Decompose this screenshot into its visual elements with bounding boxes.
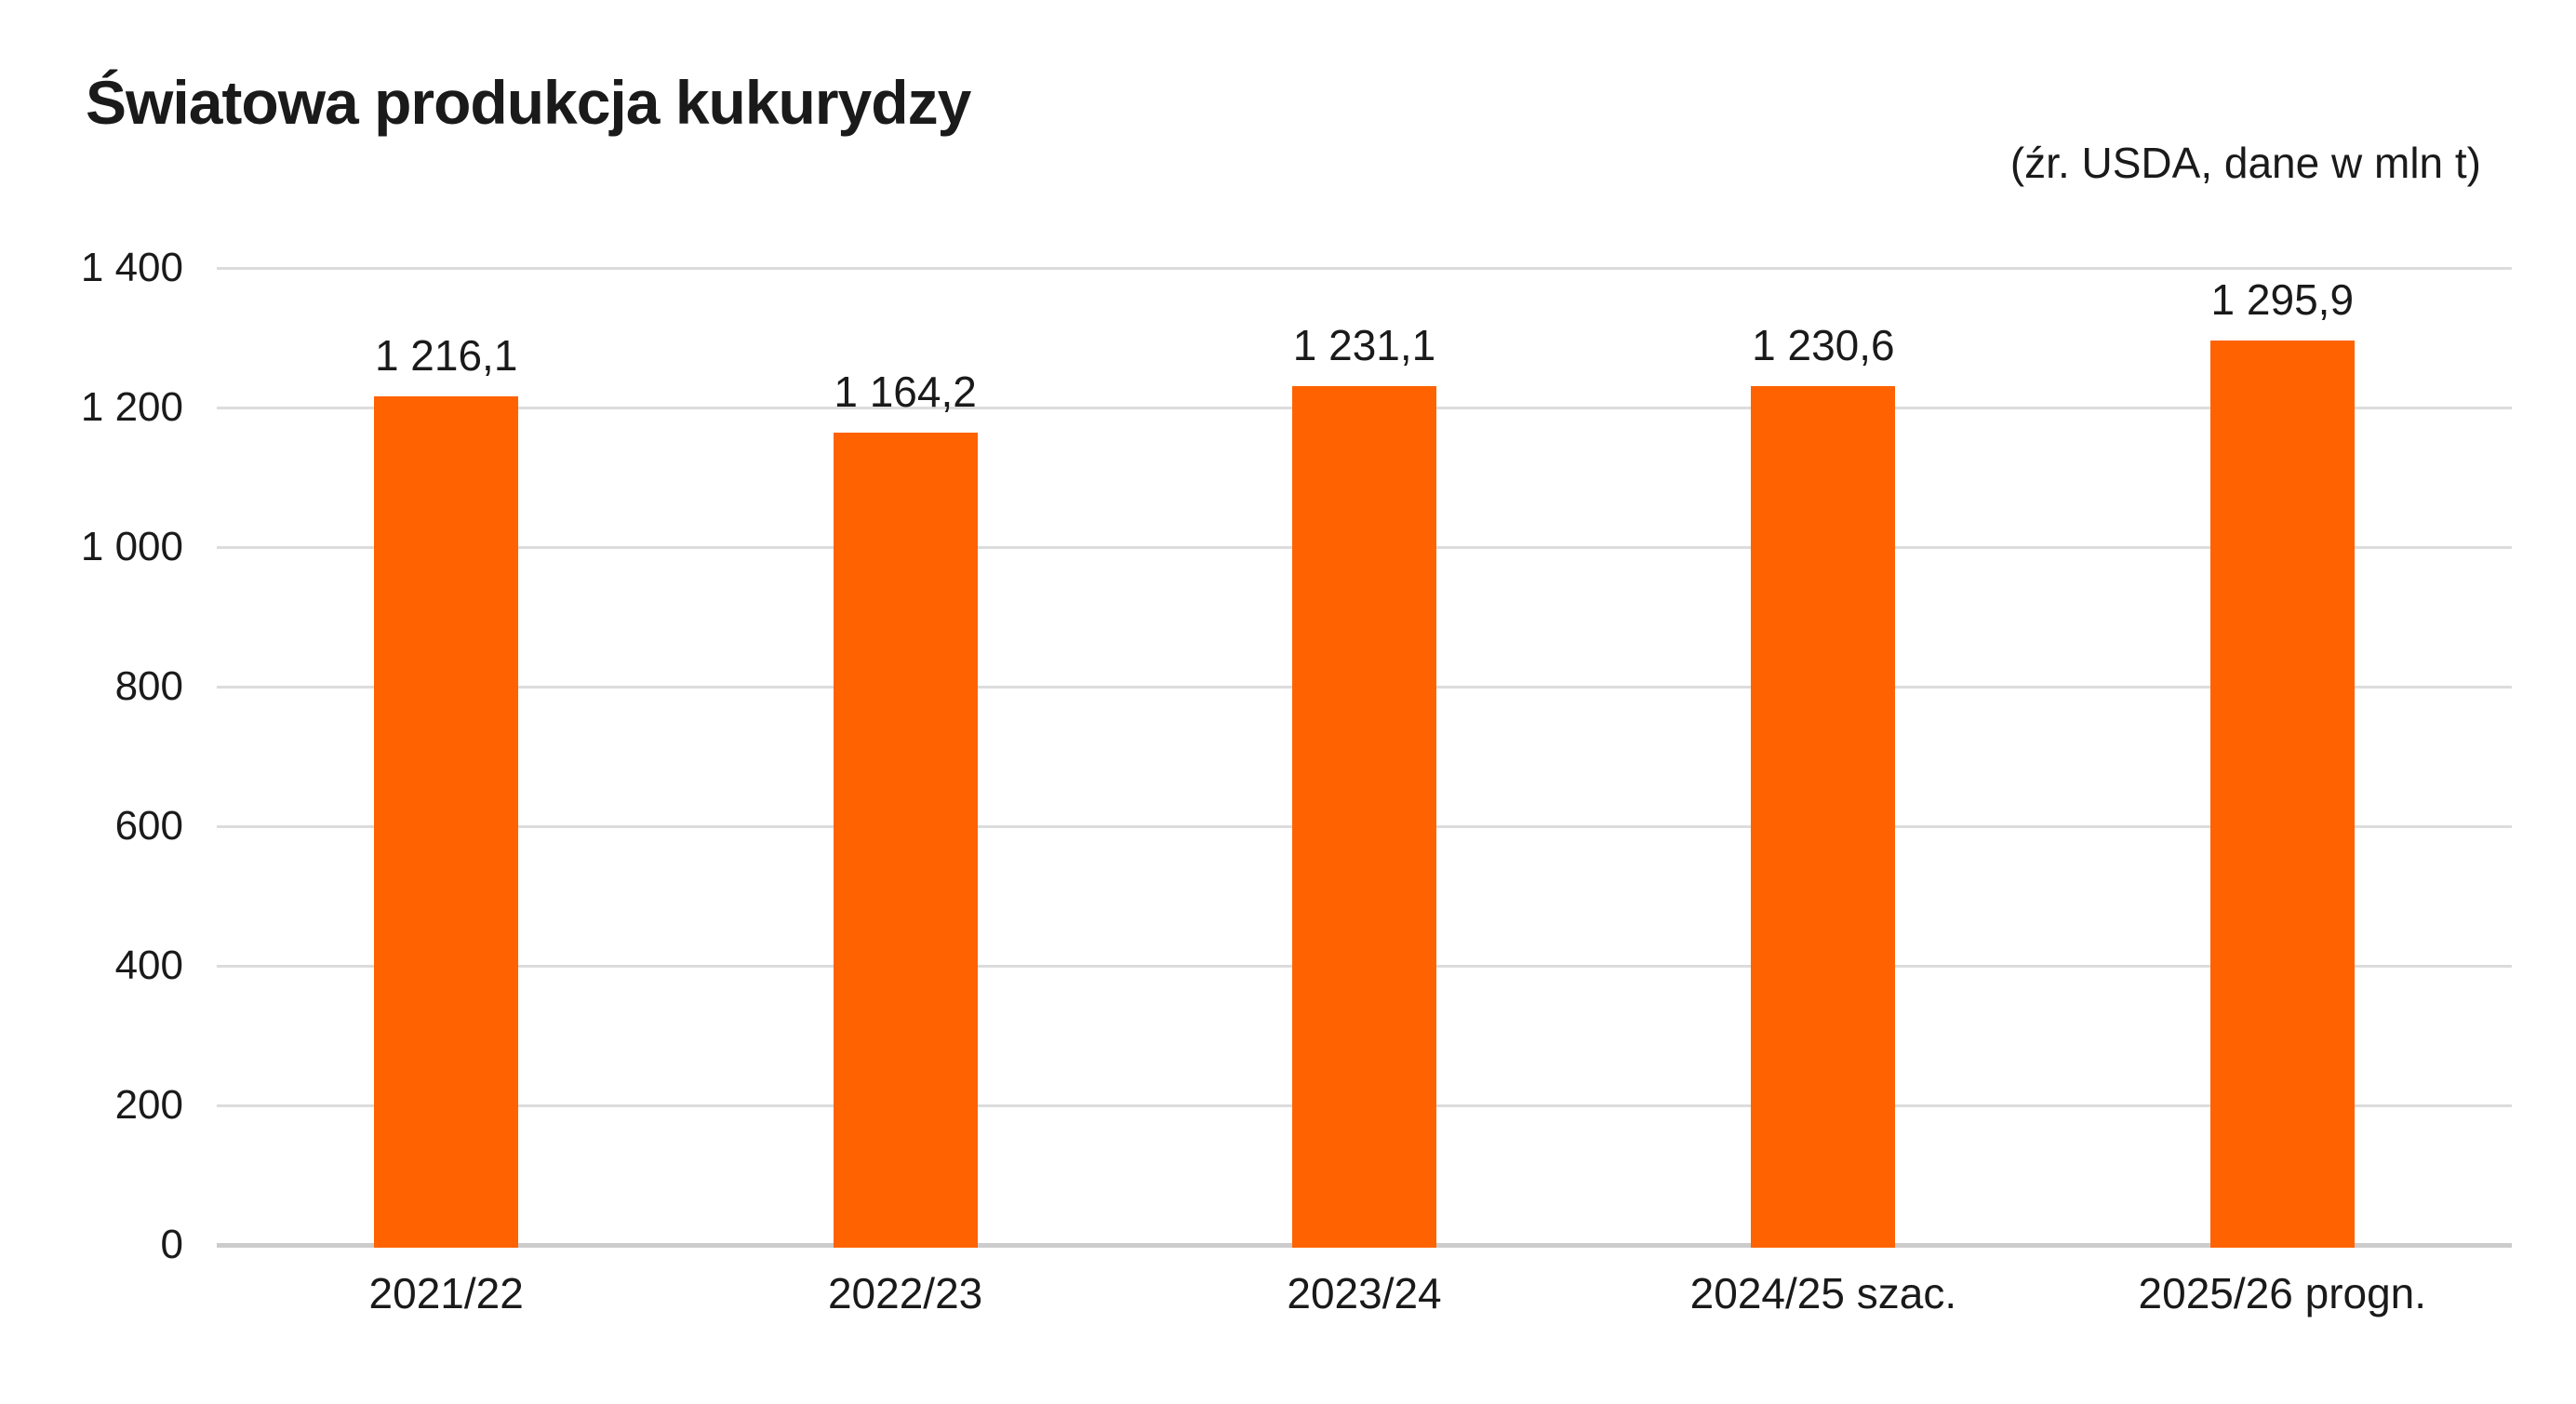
bar-value-label: 1 216,1 [374,330,518,380]
bar-value-label: 1 231,1 [1292,320,1436,369]
chart-source-note: (źr. USDA, dane w mln t) [2009,139,2481,187]
y-tick-label: 1 000 [80,524,183,569]
gridline [217,266,2512,270]
x-tick-label: 2023/24 [1287,1269,1442,1317]
y-tick-label: 600 [114,803,183,849]
bar [833,432,978,1248]
x-tick-label: 2021/22 [368,1269,524,1317]
y-tick-label: 400 [114,943,183,988]
y-tick-label: 1 200 [80,384,183,430]
bar-value-label: 1 295,9 [2210,275,2355,325]
bar [2209,341,2355,1248]
y-tick-label: 1 400 [80,245,183,290]
bar [1292,385,1436,1248]
y-tick-label: 0 [160,1222,183,1267]
bar-value-label: 1 164,2 [834,367,977,416]
x-tick-label: 2022/23 [827,1269,983,1317]
x-tick-label: 2024/25 szac. [1689,1269,1957,1317]
y-tick-label: 800 [114,663,183,709]
y-tick-label: 200 [114,1082,183,1128]
chart-title: Światowa produkcja kukurydzy [86,68,971,137]
bar [374,395,519,1248]
x-tick-label: 2025/26 progn. [2138,1269,2427,1317]
bar-value-label: 1 230,6 [1752,321,1895,370]
bar [1751,386,1896,1248]
